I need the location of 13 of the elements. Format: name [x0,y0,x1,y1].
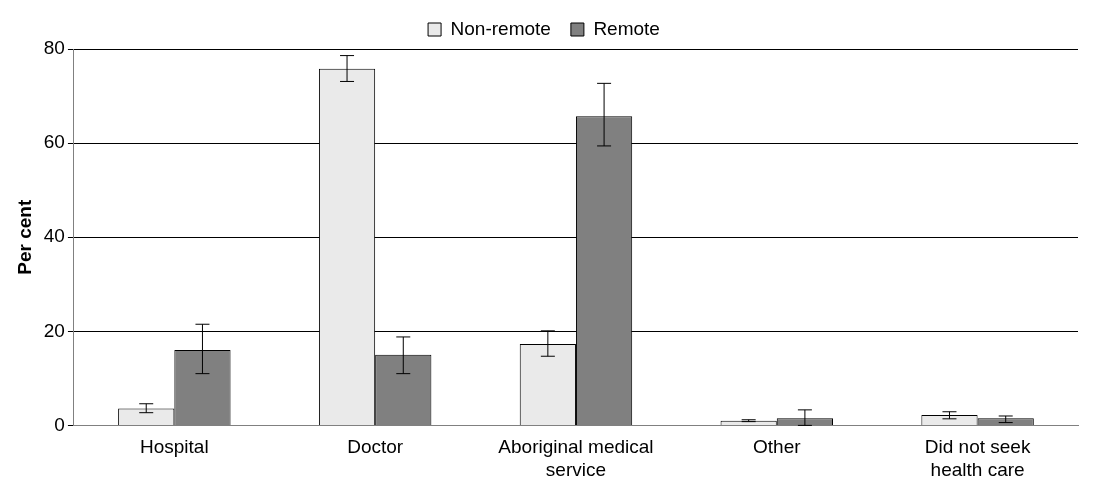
x-tick-label: Doctor [347,436,404,458]
x-tick-label: Did not seek health care [924,436,1031,480]
legend-label: Non-remote [450,17,551,39]
y-axis-title: Per cent [13,199,35,275]
y-tick-label: 0 [54,413,65,435]
x-tick-label: Other [753,436,802,458]
y-tick-label: 20 [43,319,65,341]
y-tick-label: 80 [43,37,65,59]
y-tick-label: 60 [43,131,65,153]
legend-label: Remote [593,17,660,39]
y-tick-label: 40 [43,225,65,247]
x-tick-label: Hospital [140,436,209,458]
x-tick-label: Aboriginal medical service [498,436,654,480]
